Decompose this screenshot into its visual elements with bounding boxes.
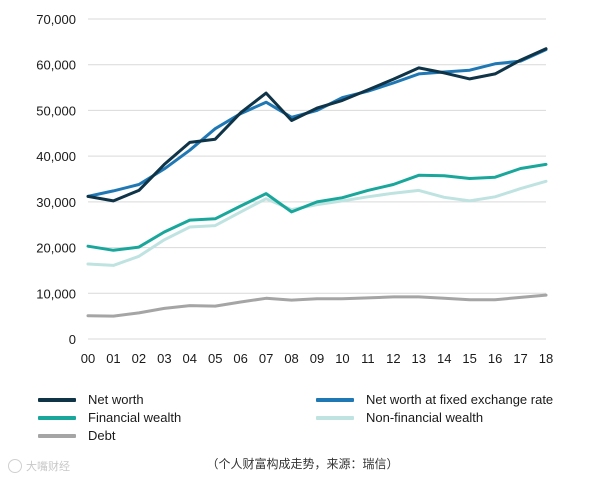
x-tick-label: 03 xyxy=(157,351,171,366)
x-tick-label: 16 xyxy=(488,351,502,366)
legend-label: Net worth xyxy=(88,392,144,407)
y-tick-label: 70,000 xyxy=(36,12,76,27)
x-tick-label: 01 xyxy=(106,351,120,366)
y-tick-label: 40,000 xyxy=(36,149,76,164)
y-tick-label: 10,000 xyxy=(36,286,76,301)
x-tick-label: 00 xyxy=(81,351,95,366)
legend-item-non-financial-wealth: Non-financial wealth xyxy=(316,410,483,425)
x-tick-label: 10 xyxy=(335,351,349,366)
legend: Net worth Net worth at fixed exchange ra… xyxy=(38,390,598,446)
legend-label: Non-financial wealth xyxy=(366,410,484,425)
y-tick-label: 60,000 xyxy=(36,58,76,73)
x-tick-label: 13 xyxy=(412,351,426,366)
series-line-net-worth-at-fixed-exchange-rate xyxy=(86,48,548,198)
watermark-text: 大嘴财经 xyxy=(26,460,70,473)
legend-label: Debt xyxy=(88,428,116,443)
x-tick-label: 06 xyxy=(233,351,247,366)
legend-item-financial-wealth: Financial wealth xyxy=(38,410,181,425)
series-line-net-worth xyxy=(86,47,548,203)
x-tick-label: 05 xyxy=(208,351,222,366)
series-line-non-financial-wealth xyxy=(86,179,548,267)
series-lines xyxy=(86,47,548,318)
x-tick-label: 11 xyxy=(361,351,375,366)
legend-swatch xyxy=(38,433,76,438)
legend-label: Financial wealth xyxy=(88,410,182,425)
series-line-debt xyxy=(86,293,548,318)
x-tick-label: 09 xyxy=(310,351,324,366)
y-tick-label: 30,000 xyxy=(36,195,76,210)
series-line-financial-wealth xyxy=(86,162,548,252)
x-axis-ticks: 00 01 02 03 04 05 06 07 08 09 10 11 12 13 14 15 16 17 18 xyxy=(81,351,553,366)
y-tick-label: 0 xyxy=(69,332,76,347)
legend-swatch xyxy=(38,397,76,402)
y-tick-label: 50,000 xyxy=(36,103,76,118)
watermark: 大嘴财经 xyxy=(8,458,70,474)
x-tick-label: 15 xyxy=(462,351,476,366)
legend-item-net-worth: Net worth xyxy=(38,392,144,407)
x-tick-label: 17 xyxy=(513,351,527,366)
line-chart: 0 10,000 20,000 30,000 40,000 50,000 60,000 70,… xyxy=(36,12,553,366)
x-tick-label: 07 xyxy=(259,351,273,366)
legend-swatch xyxy=(316,415,354,420)
x-tick-label: 14 xyxy=(437,351,451,366)
x-tick-label: 02 xyxy=(132,351,146,366)
x-tick-label: 04 xyxy=(183,351,197,366)
legend-item-net-worth-fixed-rate: Net worth at fixed exchange rate xyxy=(316,392,553,407)
watermark-logo-icon xyxy=(8,459,22,473)
legend-swatch xyxy=(38,415,76,420)
legend-label: Net worth at fixed exchange rate xyxy=(366,392,554,407)
x-tick-label: 08 xyxy=(284,351,298,366)
legend-item-debt: Debt xyxy=(38,428,115,443)
y-axis-ticks: 0 10,000 20,000 30,000 40,000 50,000 60,000 70,… xyxy=(36,12,76,347)
chart-caption: （个人财富构成走势，来源：瑞信） xyxy=(206,457,399,471)
x-tick-label: 18 xyxy=(539,351,553,366)
y-tick-label: 20,000 xyxy=(36,241,76,256)
x-tick-label: 12 xyxy=(386,351,400,366)
legend-swatch xyxy=(316,397,354,402)
